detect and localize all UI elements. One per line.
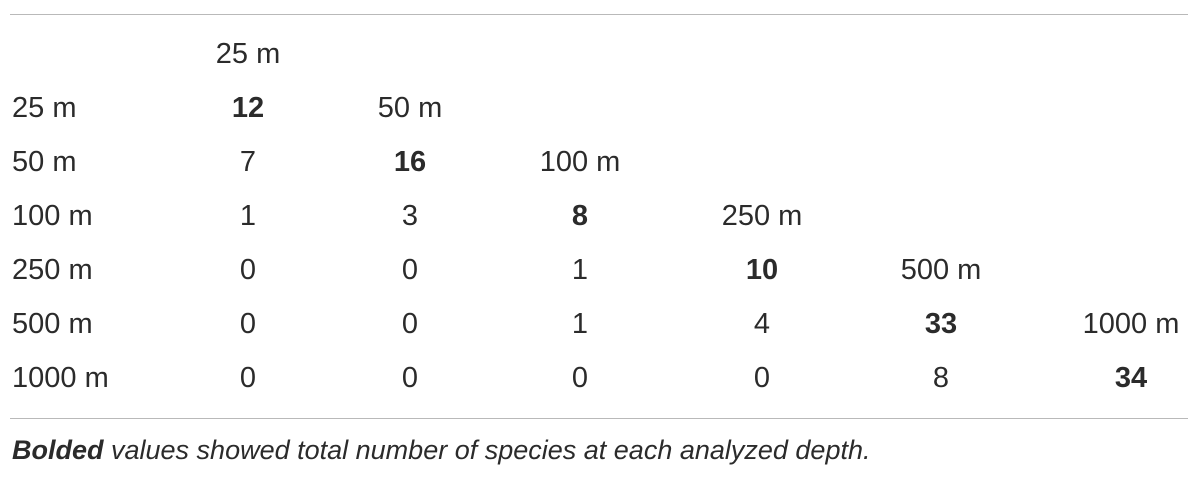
row-label: 100 m (12, 200, 93, 232)
table-cell: 1 (571, 308, 589, 340)
table-cell: 0 (401, 308, 419, 340)
table-cell: 0 (753, 362, 771, 394)
table-bottom-rule (10, 418, 1188, 419)
table-cell: 0 (239, 362, 257, 394)
footnote-text: values showed total number of species at… (103, 435, 871, 465)
row-label: 25 m (12, 92, 77, 124)
table-cell: 3 (401, 200, 419, 232)
column-header: 25 m (215, 38, 281, 70)
table-cell: 0 (239, 254, 257, 286)
table-cell: 34 (1114, 362, 1148, 394)
table-top-rule (10, 14, 1188, 15)
table-cell: 0 (571, 362, 589, 394)
table-cell: 7 (239, 146, 257, 178)
table-cell: 1 (571, 254, 589, 286)
table-cell: 0 (401, 254, 419, 286)
table-cell: 16 (393, 146, 427, 178)
column-header: 250 m (721, 200, 803, 232)
table-cell: 8 (571, 200, 589, 232)
table-cell: 12 (231, 92, 265, 124)
footnote-bold-word: Bolded (12, 435, 104, 465)
column-header: 50 m (377, 92, 443, 124)
table-cell: 4 (753, 308, 771, 340)
table-footnote: Bolded values showed total number of spe… (12, 434, 870, 466)
row-label: 1000 m (12, 362, 109, 394)
row-label: 50 m (12, 146, 77, 178)
column-header: 100 m (539, 146, 621, 178)
table-cell: 1 (239, 200, 257, 232)
table-cell: 0 (401, 362, 419, 394)
table-cell: 8 (932, 362, 950, 394)
table-cell: 0 (239, 308, 257, 340)
column-header: 1000 m (1082, 308, 1180, 340)
table-cell: 10 (745, 254, 779, 286)
table-cell: 33 (924, 308, 958, 340)
column-header: 500 m (900, 254, 982, 286)
row-label: 250 m (12, 254, 93, 286)
row-label: 500 m (12, 308, 93, 340)
